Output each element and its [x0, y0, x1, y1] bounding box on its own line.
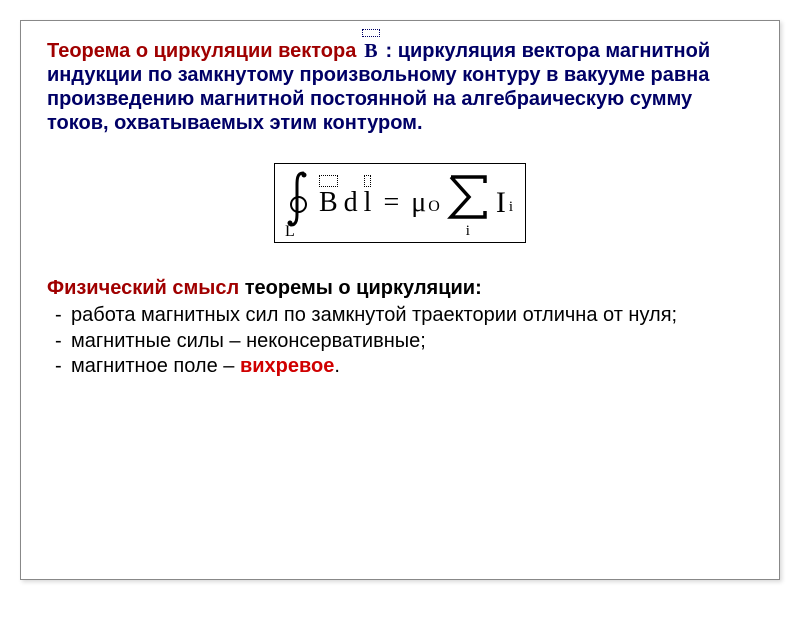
- vector-B: B: [319, 189, 338, 217]
- vector-B-inline: B: [362, 39, 380, 63]
- current-I-i: I i: [496, 188, 513, 218]
- bullet-text: магнитные силы – неконсервативные;: [71, 330, 426, 352]
- bullet-highlight: вихревое: [240, 355, 334, 377]
- dotted-arrow-icon: [362, 29, 380, 37]
- mu-subscript: O: [426, 199, 440, 217]
- bullet-list: работа магнитных сил по замкнутой траект…: [47, 304, 753, 379]
- dotted-arrow-icon: [319, 175, 338, 187]
- differential-d: d: [344, 189, 358, 217]
- formula-box: L B d l = μ O: [274, 163, 526, 243]
- vector-l: l: [364, 189, 372, 217]
- theorem-lead: Теорема о циркуляции вектора: [47, 40, 362, 62]
- sum-icon: i: [446, 173, 490, 233]
- mu-zero: μ O: [411, 189, 440, 217]
- bullet-text: работа магнитных сил по замкнутой траект…: [71, 304, 677, 326]
- sum-lower-index: i: [466, 224, 470, 239]
- dotted-arrow-icon: [364, 175, 372, 187]
- list-item: магнитные силы – неконсервативные;: [47, 330, 753, 354]
- formula-row: L B d l = μ O: [283, 170, 513, 236]
- bullet-text-before: магнитное поле –: [71, 355, 240, 377]
- list-item: работа магнитных сил по замкнутой траект…: [47, 304, 753, 328]
- list-item: магнитное поле – вихревое.: [47, 355, 753, 379]
- bullet-text-after: .: [334, 355, 340, 377]
- slide-frame: Теорема о циркуляции вектора B : циркуля…: [20, 20, 780, 580]
- meaning-heading: Физический смысл теоремы о циркуляции:: [47, 277, 753, 300]
- contour-integral-icon: L: [283, 170, 313, 236]
- integral-lower-bound: L: [285, 224, 295, 240]
- I-subscript: i: [506, 200, 513, 218]
- theorem-text: Теорема о циркуляции вектора B : циркуля…: [47, 39, 753, 135]
- meaning-rest: теоремы о циркуляции:: [245, 277, 482, 299]
- equals-sign: =: [377, 189, 405, 217]
- formula-container: L B d l = μ O: [47, 163, 753, 243]
- meaning-lead: Физический смысл: [47, 277, 245, 299]
